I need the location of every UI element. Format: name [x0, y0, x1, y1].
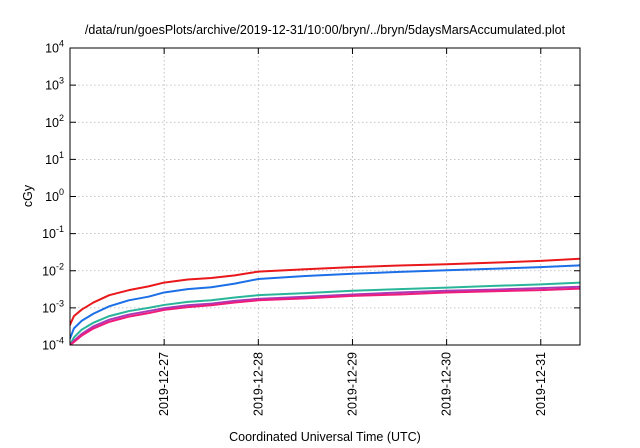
series-line: [70, 257, 580, 326]
y-tick-label: 101: [45, 150, 64, 167]
y-tick-label: 10-1: [42, 224, 64, 241]
y-tick-label: 104: [45, 39, 64, 56]
y-tick-label: 10-3: [42, 298, 64, 315]
y-axis: 10-4 10-3 10-2 10-1 100 101 102 103 104: [42, 39, 580, 353]
x-tick-label: 2019-12-28: [251, 352, 265, 416]
x-tick-label: 2019-12-27: [157, 352, 171, 416]
series-line: [70, 285, 580, 345]
x-tick-label: 2019-12-31: [534, 352, 548, 416]
y-tick-label: 102: [45, 113, 64, 130]
series-line: [70, 281, 580, 345]
chart-title: /data/run/goesPlots/archive/2019-12-31/1…: [85, 23, 566, 37]
y-tick-label: 10-4: [42, 336, 64, 353]
series-line: [70, 264, 580, 340]
x-axis-label: Coordinated Universal Time (UTC): [229, 430, 421, 444]
x-axis: 2019-12-27 2019-12-28 2019-12-29 2019-12-30…: [157, 48, 548, 416]
series-layer: [70, 257, 580, 345]
y-axis-label: cGy: [21, 184, 35, 207]
y-tick-label: 100: [45, 187, 64, 204]
y-tick-label: 10-2: [42, 261, 64, 278]
x-tick-label: 2019-12-29: [345, 352, 359, 416]
y-tick-label: 103: [45, 76, 64, 93]
grid: [70, 48, 580, 345]
x-tick-label: 2019-12-30: [440, 352, 454, 416]
series-line: [70, 287, 580, 345]
